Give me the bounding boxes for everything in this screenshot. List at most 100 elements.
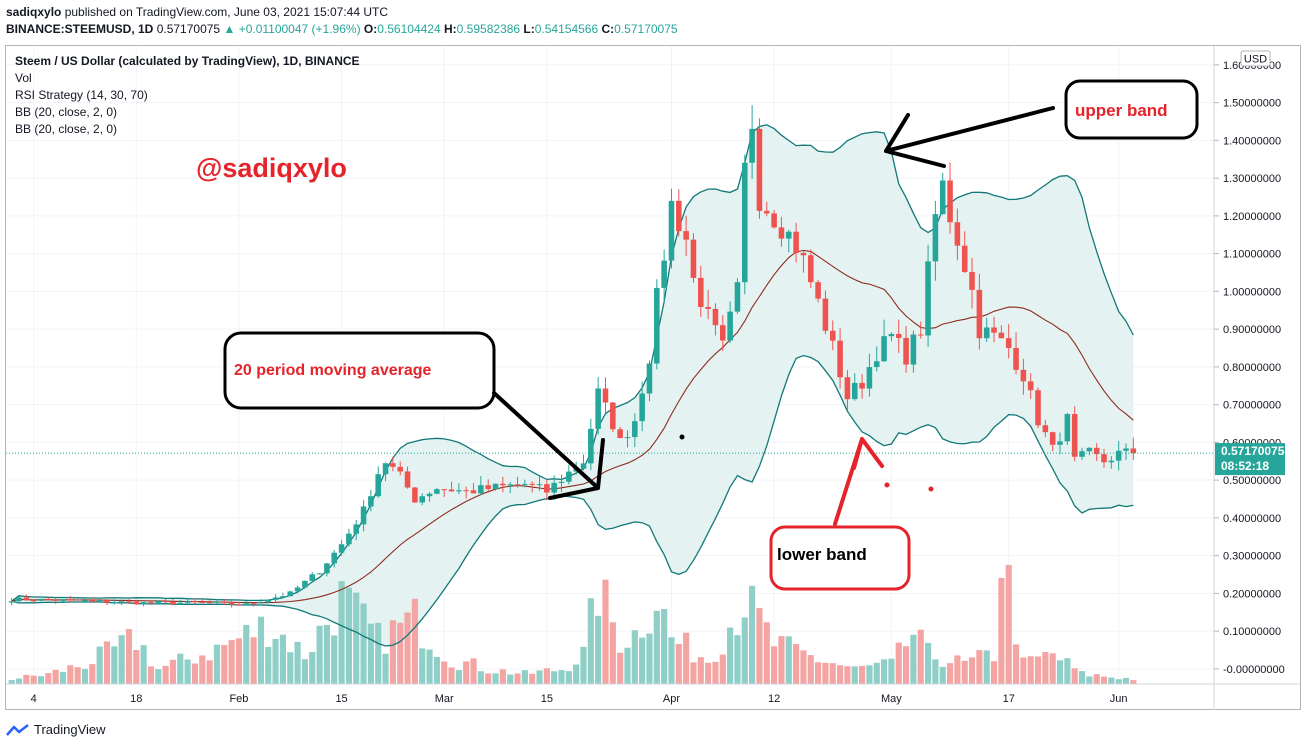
legend-vol[interactable]: Vol [15, 71, 32, 85]
volume-bar [946, 663, 954, 684]
volume-bar [81, 668, 89, 684]
volume-bar [301, 659, 308, 684]
candle [602, 377, 609, 414]
volume-bar [924, 642, 932, 684]
symbol-label: BINANCE:STEEMUSD, 1D [6, 22, 154, 36]
legend-bb-1[interactable]: BB (20, close, 2, 0) [15, 105, 118, 119]
price-tick-label: 0.80000000 [1223, 362, 1281, 374]
candle [903, 325, 909, 373]
candle [382, 462, 389, 482]
candle [23, 594, 30, 601]
candle [727, 301, 733, 344]
candle [639, 381, 645, 432]
annotation-dot [679, 434, 685, 440]
volume-bar [617, 652, 624, 684]
candle [698, 265, 704, 317]
volume-bar [411, 598, 418, 684]
candle [925, 244, 931, 347]
candle [778, 216, 785, 247]
volume-bar [573, 664, 580, 684]
candle [375, 466, 382, 498]
candle [280, 592, 286, 599]
volume-bar [558, 670, 565, 684]
volume-bar [968, 657, 976, 684]
time-tick-label: 12 [768, 693, 780, 705]
volume-bar [873, 662, 880, 684]
legend-bb-2[interactable]: BB (20, close, 2, 0) [15, 122, 118, 136]
volume-bar [74, 667, 81, 684]
candle [118, 599, 125, 605]
volume-bar [580, 646, 587, 684]
volume-bar [514, 673, 521, 684]
volume-bar [389, 620, 396, 684]
volume-bar [939, 666, 946, 684]
candle [170, 598, 176, 606]
time-axis[interactable]: 4 18 Feb 15 Mar 15 Apr 12 May 17 Jun [31, 693, 1128, 705]
candle [346, 528, 352, 547]
candle [712, 303, 719, 336]
volume-bar [250, 637, 257, 684]
open-value: 0.56104424 [377, 22, 441, 36]
candle [463, 486, 469, 499]
legend-title[interactable]: Steem / US Dollar (calculated by Trading… [15, 54, 360, 68]
candle [316, 573, 323, 575]
volume-bar [147, 666, 155, 684]
candle [426, 492, 433, 502]
volume-bar [345, 587, 352, 684]
candle [177, 599, 184, 605]
candle [683, 215, 689, 257]
change-value: +0.01100047 (+1.96%) [238, 22, 361, 36]
candle [236, 601, 242, 606]
candle [749, 105, 755, 180]
time-tick-label: 15 [335, 693, 347, 705]
candle [851, 373, 858, 401]
candle [961, 231, 968, 273]
time-tick-label: Jun [1110, 693, 1128, 705]
volume-bar [375, 622, 382, 684]
candle [434, 488, 440, 495]
legend-rsi[interactable]: RSI Strategy (14, 30, 70) [15, 88, 148, 102]
candle [1108, 456, 1115, 469]
volume-bar [998, 577, 1005, 684]
volume-bar [800, 650, 807, 684]
triangle-up-icon: ▲ [223, 22, 236, 36]
volume-bar [1034, 656, 1042, 684]
volume-bar [23, 674, 30, 684]
volume-bar [844, 666, 851, 684]
volume-bar [712, 661, 719, 684]
price-tick-label: 1.20000000 [1223, 211, 1281, 223]
candle [558, 474, 565, 492]
candle [397, 461, 404, 476]
volume-bar [675, 643, 682, 684]
candle [1130, 437, 1137, 461]
volume-bar [140, 645, 147, 684]
candle [353, 519, 360, 541]
candle [756, 118, 763, 219]
volume-bar [668, 637, 675, 684]
volume-bar [309, 651, 316, 684]
candle [470, 483, 477, 494]
volume-bar [30, 675, 37, 684]
price-axis[interactable]: 1.600000001.500000001.400000001.30000000… [1214, 60, 1285, 676]
volume-bar [543, 668, 550, 684]
volume-bar [323, 624, 330, 684]
volume-bar [990, 661, 998, 684]
candle [507, 482, 513, 494]
candle [991, 316, 997, 343]
candle [522, 479, 528, 488]
candle [881, 319, 887, 362]
candle [661, 249, 667, 303]
candle [785, 229, 792, 253]
watermark-text: @sadiqxylo [196, 153, 347, 183]
candle [30, 599, 37, 604]
volume-bar [397, 622, 404, 684]
price-tick-label: 1.00000000 [1223, 286, 1281, 298]
currency-box[interactable] [1240, 50, 1271, 67]
high-value: 0.59582386 [456, 22, 521, 36]
price-tick-label: 0.30000000 [1223, 551, 1281, 563]
candle [763, 201, 770, 217]
upper-band-annotation: upper band [884, 79, 1199, 168]
volume-bar [1064, 658, 1071, 684]
volume-bar [470, 658, 477, 684]
